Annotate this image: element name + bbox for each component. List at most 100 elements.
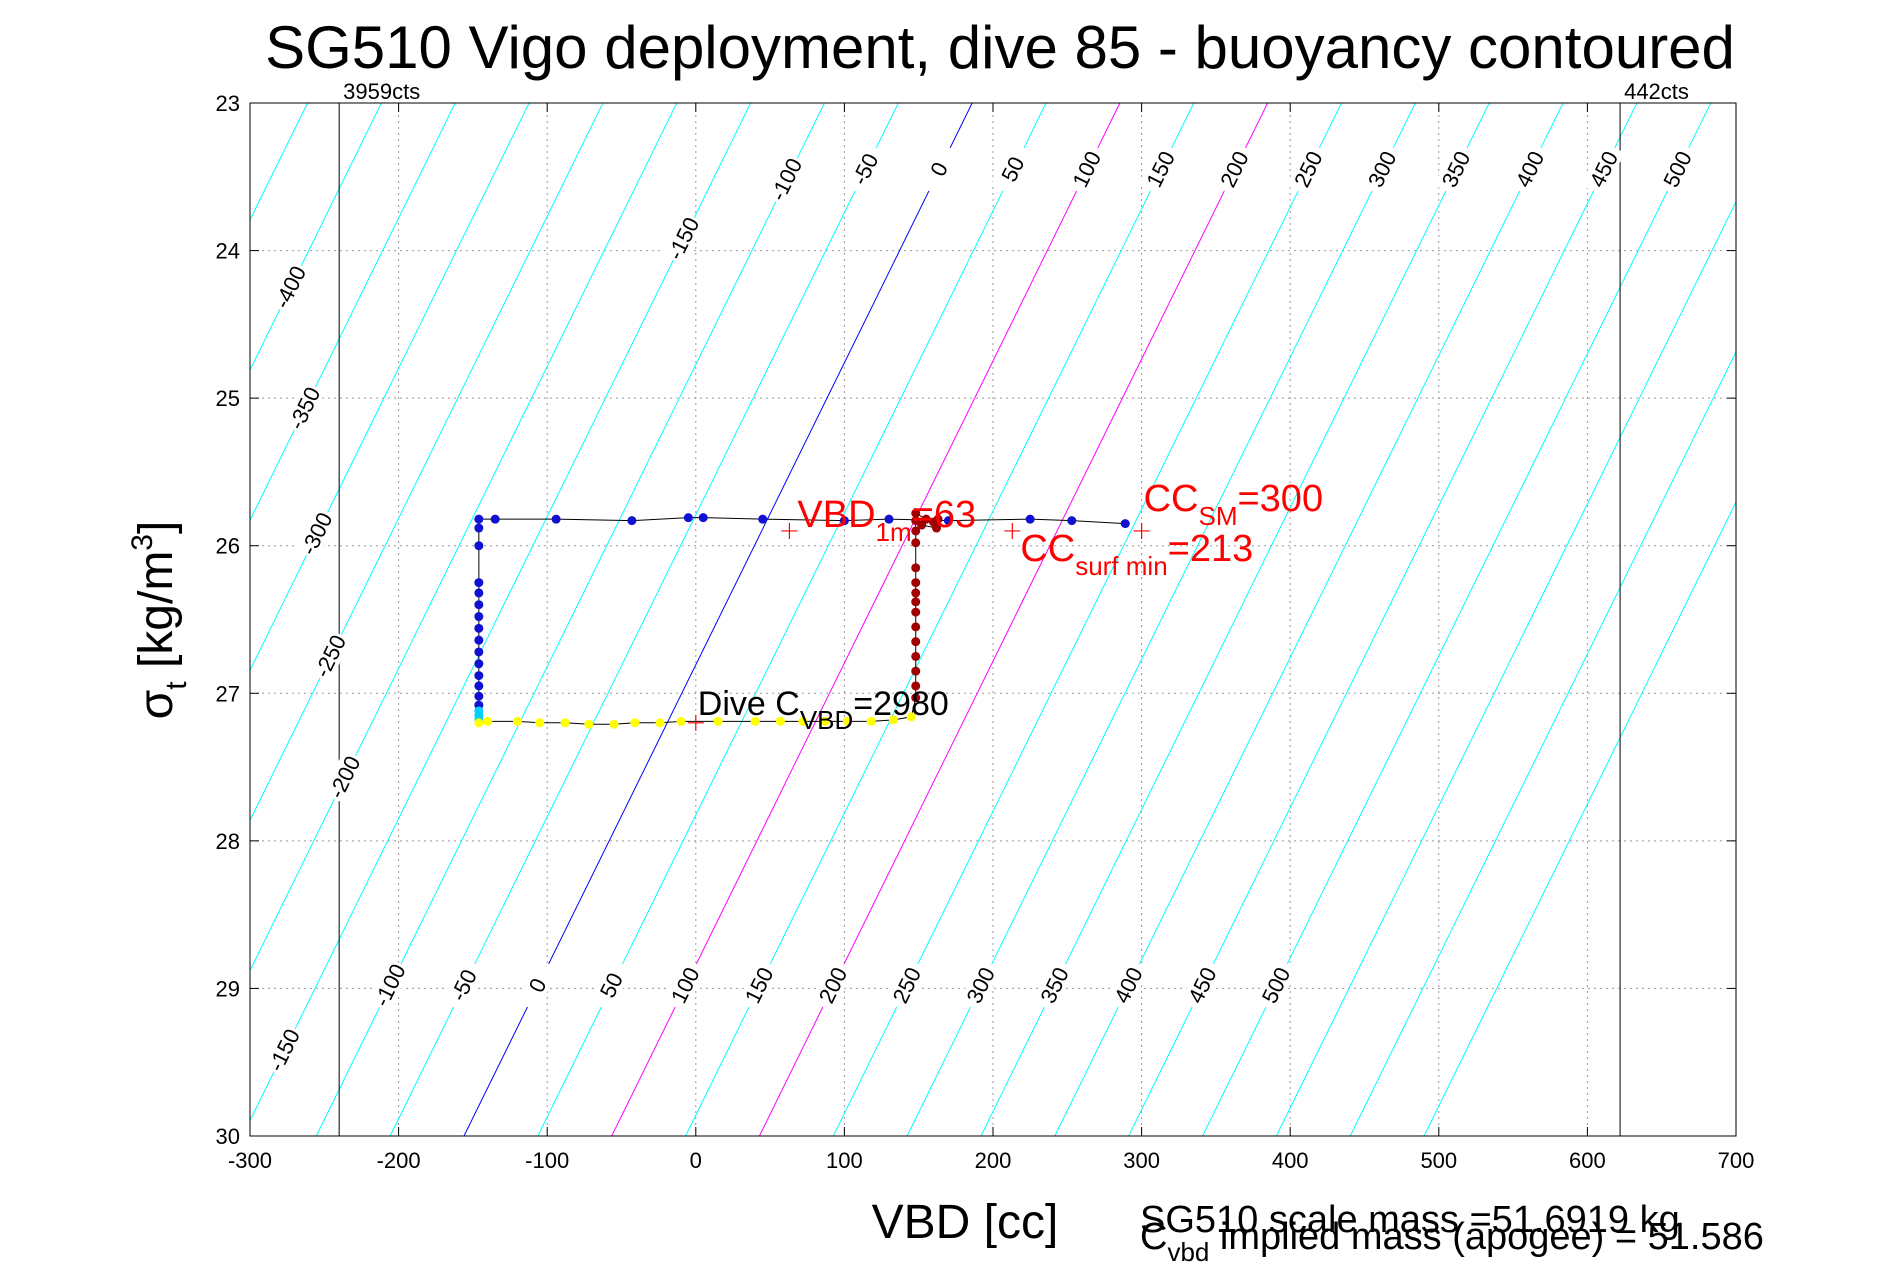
track-point	[911, 508, 921, 518]
contour-label-bg	[1286, 142, 1330, 196]
track-point	[551, 514, 561, 524]
track-point	[911, 563, 921, 573]
track-point	[676, 716, 686, 726]
track-point	[474, 578, 484, 588]
contour-label-bg	[1212, 142, 1256, 196]
vbd-limit-label: 3959cts	[343, 79, 420, 104]
implied-mass-symbol: C	[1140, 1216, 1167, 1258]
marker-subscript: surf min	[1075, 551, 1167, 581]
track-point	[474, 623, 484, 633]
track-point	[888, 715, 898, 725]
contour-line	[1423, 500, 1736, 1136]
contour-label-bg	[589, 958, 633, 1012]
y-tick-label: 27	[216, 681, 240, 706]
contour-line	[250, 103, 456, 522]
track-point	[911, 538, 921, 548]
contour-label: 0	[917, 142, 960, 196]
track-point	[474, 671, 484, 681]
track-point	[627, 516, 637, 526]
track-point	[911, 637, 921, 647]
contour-label-bg	[1434, 142, 1477, 196]
contour-label-bg	[1064, 142, 1108, 196]
contour-label-bg	[958, 958, 1002, 1012]
track-point	[655, 718, 665, 728]
contour-line	[611, 103, 1121, 1136]
marker-label: VBD	[797, 494, 875, 536]
contour-label-bg	[843, 142, 887, 196]
track-point	[911, 607, 921, 617]
x-tick-label: 200	[975, 1148, 1012, 1173]
contour-line	[537, 103, 1047, 1136]
track-point	[917, 520, 927, 530]
track-point	[911, 622, 921, 632]
track-point	[713, 716, 723, 726]
implied-mass-label: implied mass (apogee) = 51.586	[1209, 1216, 1764, 1258]
scale-mass-text: SG510 scale mass =51.6919 kg	[1140, 1199, 1680, 1241]
y-axis-label-subscript: t	[160, 681, 193, 690]
track-point	[932, 523, 942, 533]
marker-annotation: Dive CVBD=2980	[698, 685, 949, 735]
contour-label-bg	[262, 1023, 305, 1077]
marker-label: CC	[1144, 478, 1199, 520]
x-tick-label: 300	[1123, 1148, 1160, 1173]
track-point	[698, 513, 708, 523]
marker-value: =63	[912, 494, 976, 536]
track-point	[911, 526, 921, 536]
x-tick-label: 0	[690, 1148, 702, 1173]
track-point	[839, 516, 849, 526]
marker-subscript: VBD	[800, 705, 853, 735]
track-point	[474, 681, 484, 691]
implied-mass-text: Cvbd implied mass (apogee) = 51.586	[1140, 1216, 1764, 1262]
x-axis-label: VBD [cc]	[872, 1196, 1059, 1249]
track-point	[776, 716, 786, 726]
track-point	[933, 514, 943, 524]
x-tick-label: -100	[525, 1148, 569, 1173]
track-point	[1025, 514, 1035, 524]
contour-label-bg	[1508, 142, 1551, 196]
y-axis-label-units: [kg/m	[130, 551, 183, 682]
contour-line	[1275, 200, 1736, 1136]
contour-label-bg	[308, 629, 352, 683]
track-point	[535, 718, 545, 728]
x-tick-label: 600	[1569, 1148, 1606, 1173]
contour-label-bg	[1360, 142, 1404, 196]
contour-label-bg	[917, 142, 960, 196]
track-point	[911, 693, 921, 703]
track-point	[474, 647, 484, 657]
contour-label-bg	[1581, 142, 1625, 196]
contour-label-bg	[991, 142, 1034, 196]
marker-annotation: VBD1m=63	[797, 494, 976, 547]
contour-line	[250, 103, 678, 972]
track-point	[609, 719, 619, 729]
track-point	[750, 716, 760, 726]
track-point	[474, 523, 484, 533]
vbd-limit-lines: 3959cts 442cts	[338, 79, 1689, 1136]
vbd-limit-label: 442cts	[1624, 79, 1689, 104]
marker-annotation: CCsurf min=213	[1020, 528, 1253, 581]
y-tick-label: 23	[216, 91, 240, 116]
contour-line	[832, 103, 1342, 1136]
marker-label: Dive C	[698, 685, 800, 723]
svg-text:σt [kg/m3]: σt [kg/m3]	[126, 521, 193, 720]
chart-title: SG510 Vigo deployment, dive 85 - buoyanc…	[265, 14, 1735, 81]
contour-line	[250, 103, 604, 822]
track-point	[911, 666, 921, 676]
marker-value: =2980	[853, 685, 949, 723]
track-point	[866, 716, 876, 726]
contour-label-bg	[1106, 958, 1150, 1012]
contour-line	[1128, 103, 1638, 1136]
contour-label-bg	[1655, 142, 1699, 196]
contour-label-bg	[737, 958, 781, 1012]
track-point	[560, 718, 570, 728]
marker-subscript: SM	[1198, 501, 1237, 531]
track-point	[474, 718, 484, 728]
contour-label: 0	[515, 958, 559, 1012]
track-point	[474, 600, 484, 610]
contour-line	[1349, 350, 1736, 1136]
marker-value: =300	[1237, 478, 1323, 520]
contour-line	[1202, 103, 1712, 1136]
track-point	[911, 588, 921, 598]
contour-label-bg	[1032, 958, 1076, 1012]
y-tick-label: 24	[216, 239, 240, 264]
